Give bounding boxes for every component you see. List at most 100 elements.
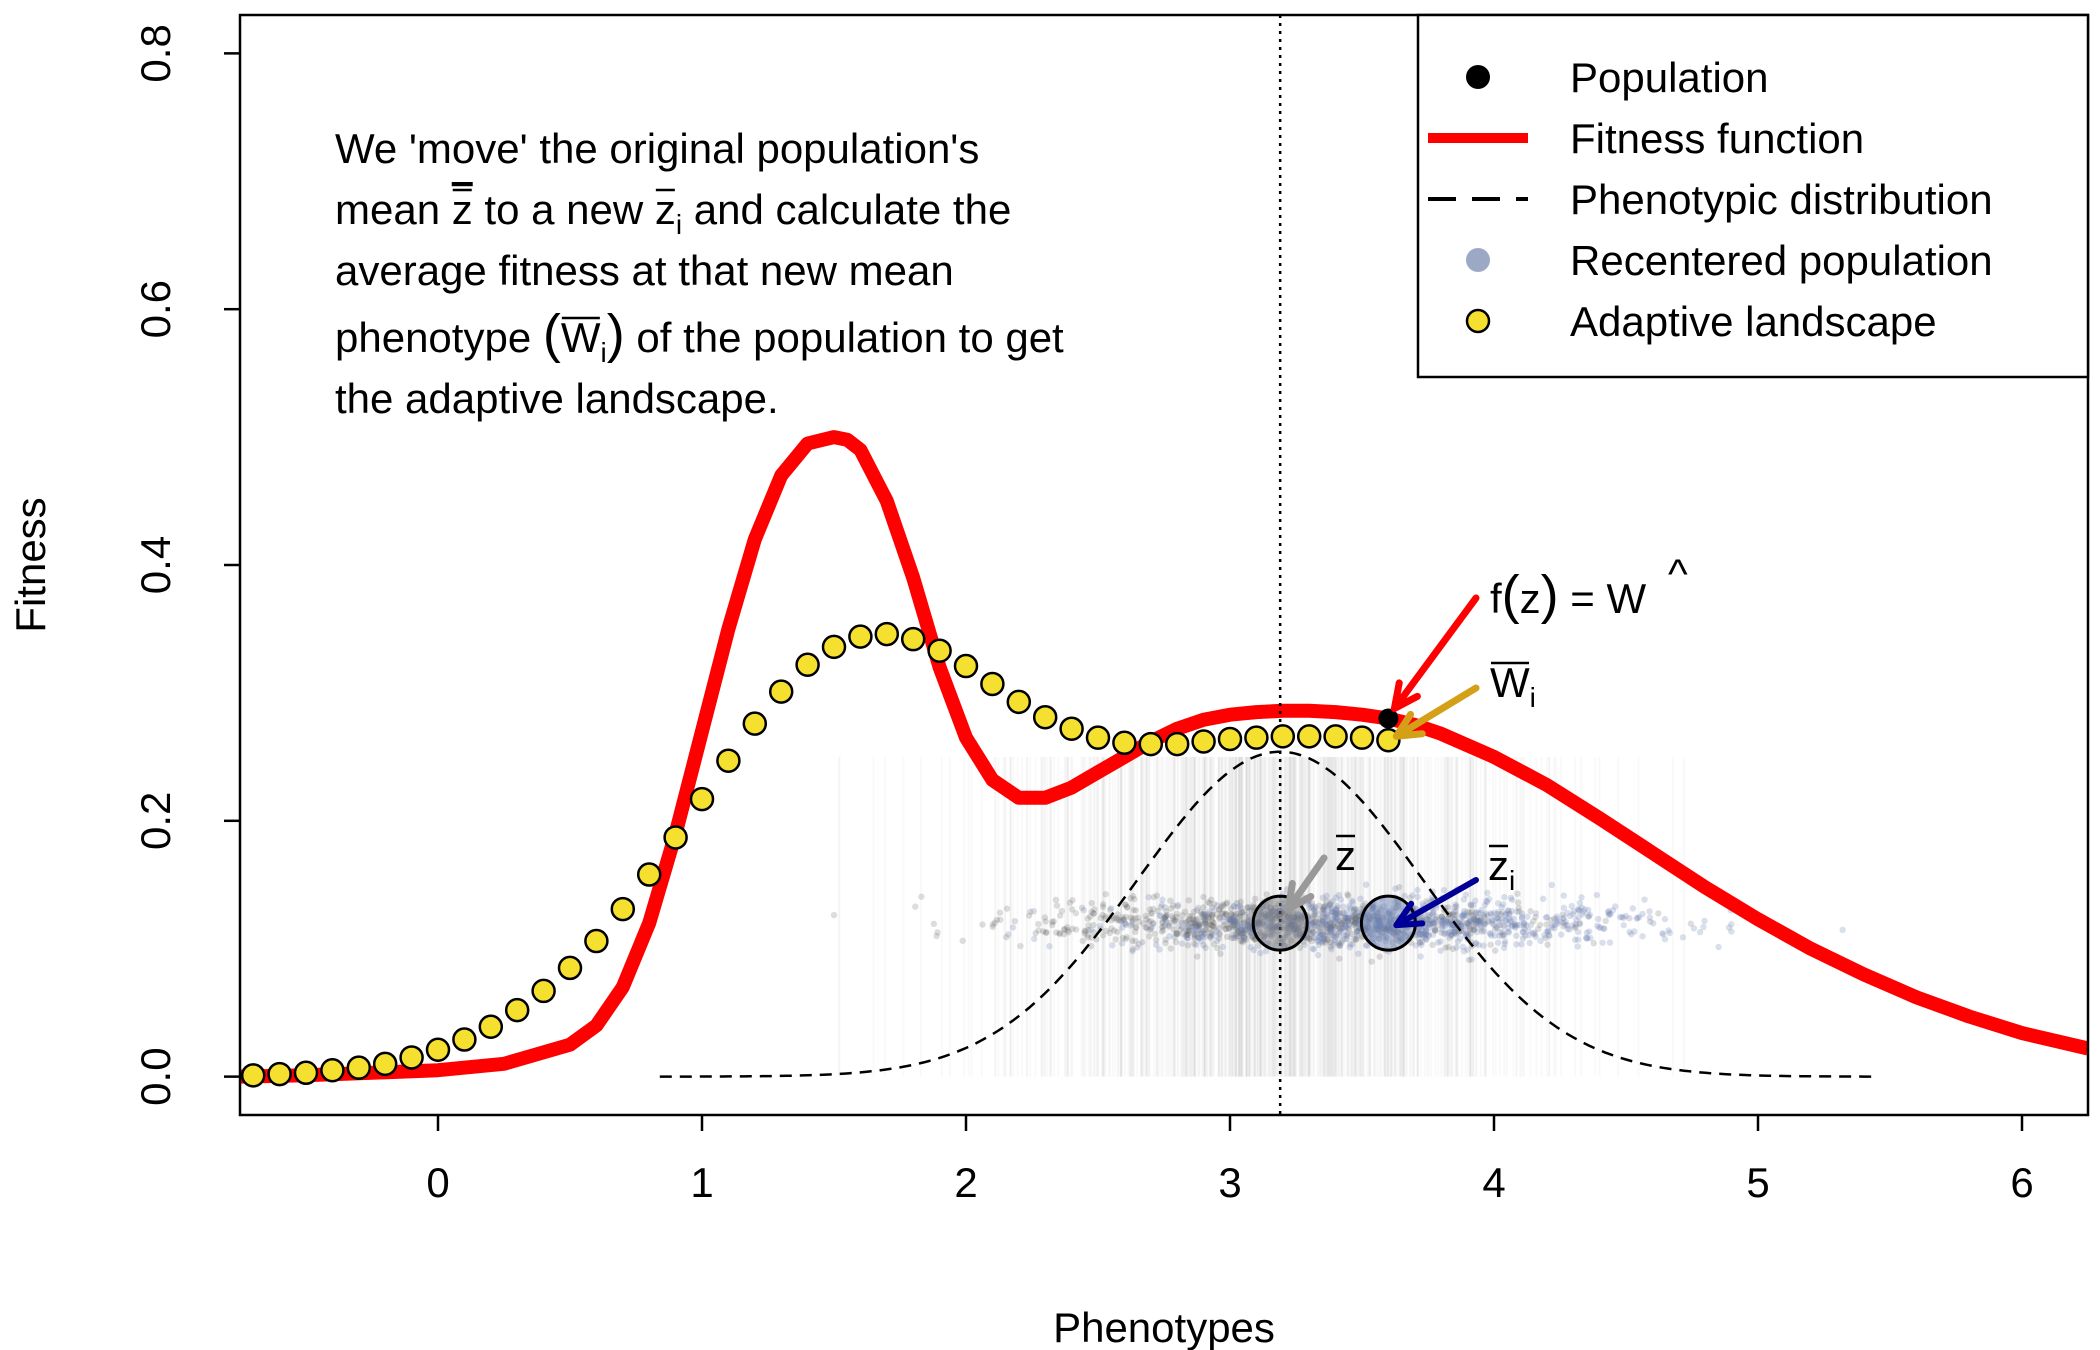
population-dot	[1478, 928, 1486, 935]
population-dot	[1327, 925, 1334, 932]
population-dot	[1256, 930, 1263, 937]
recentered-dot	[1472, 910, 1479, 917]
population-dot	[1381, 925, 1388, 932]
population-dot	[1209, 922, 1217, 930]
recentered-dot	[1327, 920, 1335, 927]
population-dot	[1470, 926, 1477, 933]
population-dot	[1286, 915, 1293, 923]
population-dot	[1132, 928, 1139, 936]
recentered-dot	[1467, 917, 1475, 924]
population-dot	[1068, 906, 1076, 913]
population-dot	[1254, 919, 1262, 926]
recentered-dot	[1560, 904, 1568, 912]
population-dot	[1318, 929, 1325, 936]
population-dot	[1375, 916, 1383, 924]
recentered-dot	[1583, 934, 1590, 941]
population-dot	[1585, 913, 1592, 920]
population-dot	[1370, 912, 1377, 919]
population-dot	[1100, 901, 1107, 908]
population-dot	[1426, 916, 1433, 924]
recentered-dot	[1597, 924, 1604, 931]
population-dot	[1214, 945, 1221, 952]
population-dot	[1245, 921, 1252, 928]
population-dot	[1326, 919, 1334, 926]
recentered-dot	[1355, 912, 1362, 920]
population-dot	[993, 916, 1001, 923]
population-dot	[1398, 935, 1405, 943]
population-dot	[1367, 930, 1375, 937]
population-dot	[1268, 918, 1276, 925]
recentered-dot	[1426, 924, 1433, 931]
population-dot	[1200, 904, 1207, 911]
fitness-arrow	[1390, 594, 1480, 712]
population-dot	[1158, 928, 1166, 935]
recentered-dot	[1531, 929, 1538, 936]
recentered-dot	[1501, 911, 1509, 919]
population-dot	[1148, 909, 1155, 916]
recentered-dot	[1231, 903, 1238, 910]
recentered-dot	[1320, 912, 1327, 919]
population-dot	[1560, 923, 1567, 930]
population-dot	[1351, 919, 1359, 926]
population-dot	[1453, 903, 1460, 910]
population-dot	[1466, 924, 1473, 932]
adaptive-landscape-point	[1112, 730, 1137, 756]
population-dot	[1446, 934, 1453, 941]
recentered-dot	[1387, 917, 1394, 924]
population-dot	[1056, 929, 1063, 937]
population-dot	[1432, 927, 1439, 934]
population-dot	[1386, 927, 1393, 934]
population-dot	[1250, 904, 1257, 911]
recentered-dot	[1319, 894, 1327, 901]
population-dot	[1310, 914, 1317, 922]
population-dot	[1291, 924, 1298, 932]
population-dot	[1364, 917, 1372, 925]
population-dot	[1297, 916, 1305, 924]
recentered-dot	[1418, 926, 1425, 934]
recentered-dot	[1375, 935, 1383, 942]
recentered-dot	[1129, 947, 1136, 955]
population-dot	[1230, 921, 1238, 929]
population-dot	[1516, 908, 1523, 915]
recentered-dot	[1489, 920, 1496, 927]
recentered-dot	[1509, 922, 1516, 929]
fitness-function-line	[240, 430, 2088, 1084]
population-dot	[1416, 930, 1423, 938]
population-dot	[1084, 915, 1091, 922]
recentered-dot	[1345, 914, 1353, 922]
recentered-dot	[1525, 931, 1532, 939]
population-dot	[1238, 930, 1246, 937]
recentered-dot	[1337, 896, 1345, 903]
recentered-dot	[1290, 918, 1298, 926]
recentered-dot	[1159, 923, 1166, 931]
recentered-mean-arrow	[1393, 877, 1479, 929]
adaptive-landscape-point	[1244, 725, 1269, 750]
population-dot	[1179, 912, 1186, 919]
population-dot	[1512, 923, 1519, 930]
recentered-dot	[1457, 917, 1464, 924]
population-dot	[1348, 930, 1356, 938]
population-dot	[1127, 895, 1134, 902]
recentered-dot	[1421, 930, 1428, 937]
y-axis-title: Fitness	[7, 497, 54, 632]
recentered-dot	[1355, 927, 1362, 934]
recentered-dot	[1336, 917, 1343, 924]
recentered-dot	[1328, 946, 1335, 953]
recentered-dot	[1439, 919, 1447, 927]
recentered-dot	[1312, 934, 1319, 941]
population-dot	[1043, 929, 1050, 936]
population-dot	[1191, 917, 1198, 925]
population-dot	[1261, 933, 1268, 940]
population-dot	[1129, 937, 1136, 944]
population-dot	[1052, 896, 1060, 904]
recentered-dot	[1444, 929, 1452, 937]
adaptive-landscape-point	[900, 626, 926, 652]
population-dot	[1319, 914, 1327, 921]
recentered-dot	[1513, 908, 1521, 915]
recentered-dot	[1470, 916, 1478, 924]
population-dot	[1438, 917, 1446, 924]
population-dot	[1217, 950, 1224, 957]
recentered-dot	[1446, 928, 1453, 936]
population-dot	[1174, 903, 1181, 910]
recentered-dot	[1447, 931, 1454, 939]
